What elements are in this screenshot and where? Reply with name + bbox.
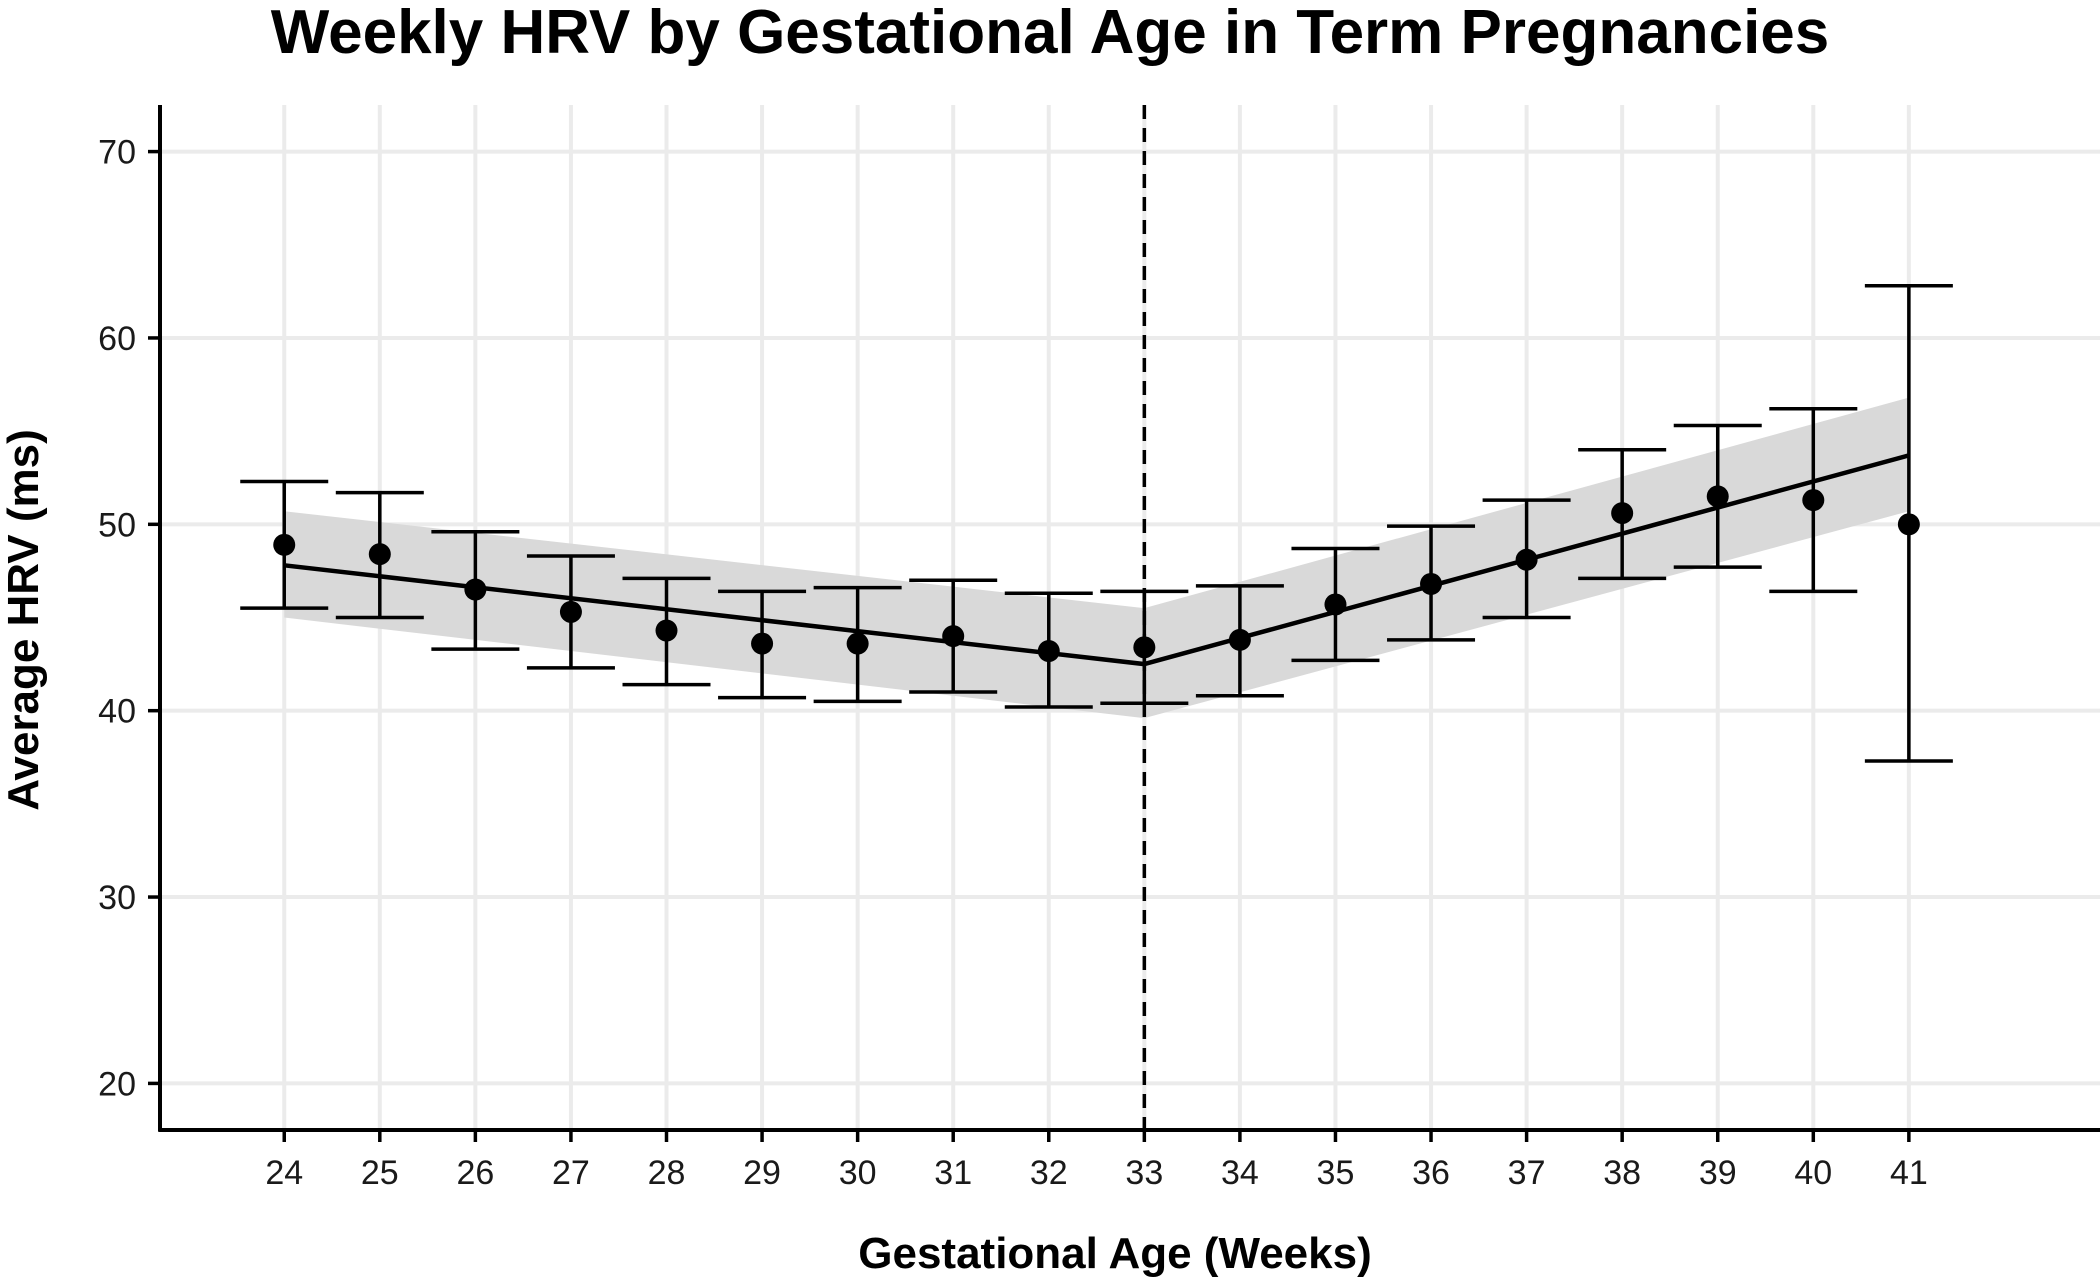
- x-tick-label-28: 28: [648, 1154, 686, 1192]
- y-tick-label-60: 60: [98, 320, 136, 358]
- data-point-40: [1802, 489, 1825, 512]
- x-tick-label-34: 34: [1221, 1154, 1259, 1192]
- data-point-38: [1611, 502, 1634, 525]
- x-tick-labels: 24 25 26 27 28 29 30 31 32 33 34 35 36 37 38 39 40 41: [265, 1130, 1928, 1192]
- x-tick-label-31: 31: [934, 1154, 972, 1192]
- y-tick-label-70: 70: [98, 134, 136, 172]
- y-tick-label-40: 40: [98, 693, 136, 731]
- x-tick-label-29: 29: [743, 1154, 781, 1192]
- chart-title: Weekly HRV by Gestational Age in Term Pr…: [270, 0, 1830, 67]
- data-point-33: [1133, 636, 1156, 659]
- x-tick-label-24: 24: [265, 1154, 303, 1192]
- data-point-39: [1706, 485, 1729, 508]
- x-tick-label-32: 32: [1030, 1154, 1068, 1192]
- x-tick-label-25: 25: [361, 1154, 399, 1192]
- x-tick-label-27: 27: [552, 1154, 590, 1192]
- data-point-36: [1420, 572, 1443, 595]
- y-tick-label-30: 30: [98, 879, 136, 917]
- x-axis-title: Gestational Age (Weeks): [858, 1229, 1371, 1278]
- confidence-band: [284, 397, 1909, 719]
- data-point-32: [1037, 640, 1060, 663]
- y-tick-label-20: 20: [98, 1065, 136, 1103]
- x-tick-label-30: 30: [839, 1154, 877, 1192]
- data-point-27: [559, 600, 582, 623]
- x-tick-label-37: 37: [1508, 1154, 1546, 1192]
- data-point-41: [1897, 513, 1920, 536]
- y-tick-labels: 20 30 40 50 60 70: [98, 134, 160, 1103]
- data-point-25: [368, 543, 391, 566]
- x-tick-label-39: 39: [1699, 1154, 1737, 1192]
- x-tick-label-33: 33: [1125, 1154, 1163, 1192]
- x-tick-label-41: 41: [1890, 1154, 1928, 1192]
- x-tick-label-35: 35: [1317, 1154, 1355, 1192]
- data-point-31: [942, 625, 965, 648]
- data-point-37: [1515, 548, 1538, 571]
- data-point-34: [1228, 628, 1251, 651]
- data-point-24: [273, 533, 296, 556]
- x-tick-label-36: 36: [1412, 1154, 1450, 1192]
- x-tick-label-38: 38: [1603, 1154, 1641, 1192]
- x-tick-label-40: 40: [1794, 1154, 1832, 1192]
- axes: [158, 105, 2100, 1132]
- confidence-band-area: [284, 397, 1909, 719]
- data-point-29: [751, 632, 774, 655]
- y-axis-title: Average HRV (ms): [0, 429, 48, 810]
- data-points: [273, 485, 1920, 663]
- data-point-30: [846, 632, 869, 655]
- data-point-28: [655, 619, 678, 642]
- y-tick-label-50: 50: [98, 506, 136, 544]
- data-point-35: [1324, 593, 1347, 616]
- data-point-26: [464, 578, 487, 601]
- x-tick-label-26: 26: [456, 1154, 494, 1192]
